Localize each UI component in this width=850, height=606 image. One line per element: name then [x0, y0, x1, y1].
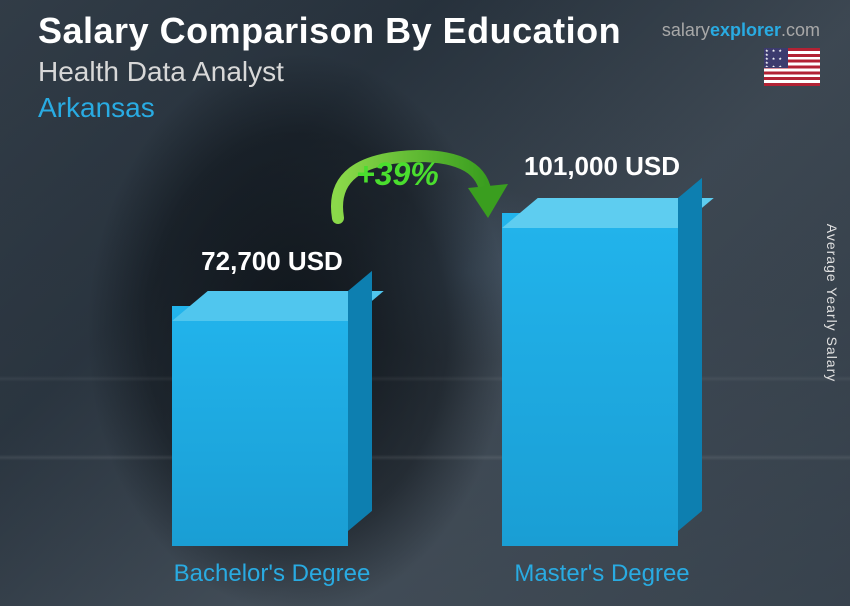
chart-area: Bachelor's Degree72,700 USD Master's Degr…: [130, 146, 730, 546]
brand-part3: .com: [781, 20, 820, 40]
title-block: Salary Comparison By Education Health Da…: [38, 10, 621, 124]
job-title: Health Data Analyst: [38, 56, 621, 88]
location-label: Arkansas: [38, 92, 621, 124]
country-flag-icon: ★ ★ ★ ★★ ★ ★ ★★ ★ ★ ★★ ★ ★ ★: [764, 48, 820, 86]
bar-value-label: 101,000 USD: [482, 151, 722, 182]
bar-category-label: Bachelor's Degree: [152, 560, 392, 588]
brand-part1: salary: [662, 20, 710, 40]
brand-part2: explorer: [710, 20, 781, 40]
bar-0: Bachelor's Degree72,700 USD: [172, 306, 372, 546]
bar-1: Master's Degree101,000 USD: [502, 213, 702, 546]
bar-value-label: 72,700 USD: [152, 246, 392, 277]
y-axis-label: Average Yearly Salary: [824, 224, 840, 383]
page-title: Salary Comparison By Education: [38, 10, 621, 52]
brand-logo: salaryexplorer.com: [662, 20, 820, 41]
bar-category-label: Master's Degree: [482, 560, 722, 588]
